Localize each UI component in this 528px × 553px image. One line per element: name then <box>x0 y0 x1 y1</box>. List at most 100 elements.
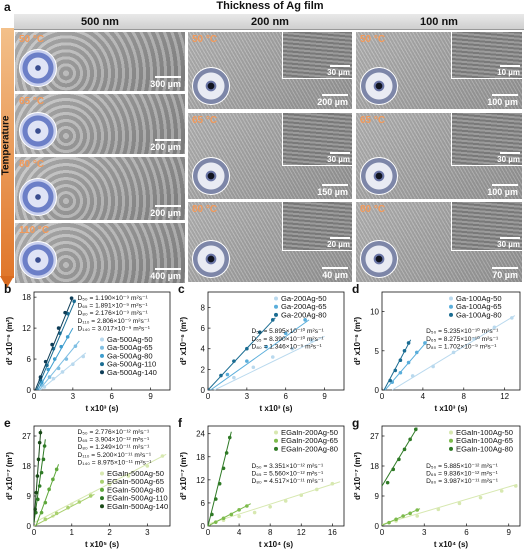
data-point <box>71 362 75 367</box>
data-point <box>88 494 93 498</box>
droplet-photo <box>19 178 57 216</box>
x-tick-label: 3 <box>245 392 250 401</box>
data-point <box>81 354 86 359</box>
tile-temperature-label: 65 °C <box>192 115 218 126</box>
diffusion-coefficient-label: D₅₀ = 5.895×10⁻¹⁰ m²s⁻¹ <box>252 327 325 335</box>
micrograph-tile: 110 °C 400 µm <box>14 222 186 284</box>
y-tick-label: 2 <box>201 365 206 374</box>
data-point <box>36 457 41 462</box>
x-tick-label: 8 <box>268 528 273 537</box>
panel-a-letter: a <box>4 0 11 14</box>
plot-frame <box>381 291 521 391</box>
inset-scale-label: 30 µm <box>327 155 350 164</box>
y-tick-label: 27 <box>22 432 31 441</box>
legend-marker <box>100 362 104 367</box>
panel-letter-e: e <box>4 416 11 430</box>
data-point <box>126 474 131 478</box>
y-tick-label: 8 <box>201 303 206 312</box>
x-axis-label: t x10³ (s) <box>260 404 293 413</box>
diffusion-coefficient-label: D₈₀ = 4.517×10⁻¹¹ m²s⁻¹ <box>252 478 325 485</box>
legend-label: Ga-500Ag-80 <box>107 351 153 360</box>
data-point <box>394 517 398 522</box>
data-point <box>46 367 51 372</box>
legend-marker <box>100 353 104 358</box>
fit-line <box>214 335 325 391</box>
x-tick-label: 0 <box>380 528 385 537</box>
diffusion-coefficient-label: D₅₀ = 1.190×10⁻⁹ m²s⁻¹ <box>78 295 149 302</box>
data-point <box>229 512 234 517</box>
legend-marker <box>274 430 278 435</box>
data-point <box>64 357 69 361</box>
data-point <box>38 375 43 379</box>
data-point <box>42 385 47 389</box>
diffusion-coefficient-label: D₁₄₀ = 8.975×10⁻¹¹ m²s⁻¹ <box>78 459 153 466</box>
tile-temperature-label: 80 °C <box>360 204 386 215</box>
tile-temperature-label: 65 °C <box>19 96 45 107</box>
x-tick-label: 8 <box>462 392 467 401</box>
droplet-photo <box>192 157 230 195</box>
diffusion-coefficient-label: D₅₀ = 3.351×10⁻¹² m²s⁻¹ <box>252 463 325 470</box>
data-point <box>56 326 61 330</box>
data-point <box>414 350 419 355</box>
data-point <box>406 341 411 345</box>
plot-frame <box>207 291 345 391</box>
inset-scale-label: 30 µm <box>497 240 520 249</box>
data-point <box>457 501 462 506</box>
legend-label: EGaIn-100Ag-50 <box>456 428 513 437</box>
panel-letter-d: d <box>352 282 360 296</box>
data-point <box>33 507 37 512</box>
data-point <box>402 447 407 452</box>
tile-scale-label: 150 µm <box>317 187 348 197</box>
temperature-arrow-head <box>0 276 14 288</box>
data-point <box>39 510 44 515</box>
legend-marker <box>449 312 453 317</box>
data-point <box>42 444 47 448</box>
legend-marker <box>449 304 453 309</box>
data-point <box>388 378 392 383</box>
data-point <box>219 373 223 378</box>
tile-scale-bar <box>322 94 348 96</box>
fit-line <box>381 483 518 525</box>
tile-scale-bar <box>155 76 181 78</box>
column-header-200nm: 200 nm <box>251 16 289 28</box>
diffusion-coefficient-label: D₁₁₀ = 2.806×10⁻⁹ m²s⁻¹ <box>78 318 151 325</box>
data-point <box>330 481 335 486</box>
legend-marker <box>274 296 278 301</box>
tile-temperature-label: 50 °C <box>360 34 386 45</box>
droplet-photo <box>19 49 57 87</box>
data-point <box>160 454 165 458</box>
data-point <box>431 364 435 369</box>
legend-label: EGaIn-500Ag-140 <box>107 502 168 511</box>
data-point <box>413 427 418 432</box>
tile-scale-label: 40 µm <box>322 270 348 280</box>
y-tick-label: 12 <box>22 324 31 333</box>
legend-marker <box>100 370 104 375</box>
data-point <box>37 440 42 445</box>
data-point <box>73 344 78 348</box>
data-point <box>38 430 43 435</box>
x-tick-label: 0 <box>206 528 211 537</box>
data-point <box>65 335 70 339</box>
y-tick-label: 0 <box>375 522 380 531</box>
legend-label: Ga-500Ag-110 <box>107 360 156 369</box>
x-tick-label: 6 <box>283 392 288 401</box>
data-point <box>408 437 412 442</box>
micrograph-tile: 10 µm 50 °C 100 µm <box>355 31 523 110</box>
data-point <box>309 338 314 343</box>
legend-label: EGaIn-100Ag-65 <box>456 436 513 445</box>
y-tick-label: 6 <box>201 499 206 508</box>
x-axis-label: t x10³ (s) <box>435 404 468 413</box>
data-point <box>35 474 40 478</box>
diffusion-coefficient-label: D₁₄₀ = 3.017×10⁻⁹ m²s⁻¹ <box>78 325 151 332</box>
y-tick-label: 5 <box>375 347 380 356</box>
data-point <box>451 350 456 355</box>
legend-label: Ga-500Ag-50 <box>107 335 153 344</box>
data-point <box>66 505 70 510</box>
plot-svg-f: 0 4 8 12 16 0 6 12 18 24 t x10⁴ (s) d² x10⁻⁷ (m²) D₅… <box>179 425 345 549</box>
data-point <box>39 470 44 475</box>
diffusion-coefficient-label: D₆₅ = 5.560×10⁻¹² m²s⁻¹ <box>252 471 324 478</box>
data-point <box>54 467 59 472</box>
micrograph-inset: 20 µm <box>282 202 352 251</box>
x-tick-label: 2 <box>107 528 112 537</box>
data-point <box>397 457 401 462</box>
